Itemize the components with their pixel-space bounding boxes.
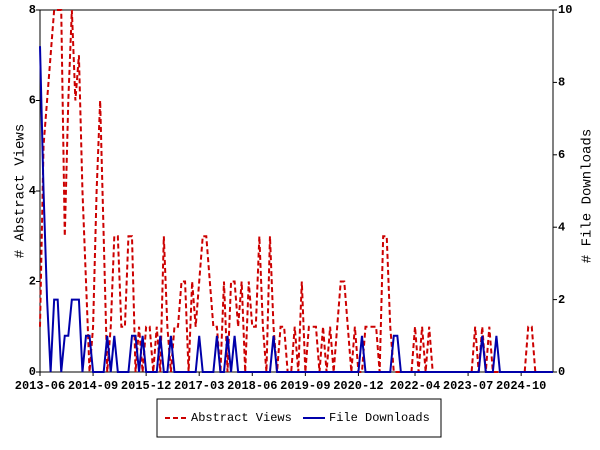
legend-label: File Downloads xyxy=(329,411,430,425)
legend-label: Abstract Views xyxy=(191,411,292,425)
x-tick-label: 2022-04 xyxy=(390,379,440,393)
y-tick-label: 2 xyxy=(29,275,36,289)
y-tick-label: 8 xyxy=(29,3,36,17)
y2-axis-label: # File Downloads xyxy=(580,129,596,263)
x-tick-label: 2018-06 xyxy=(227,379,277,393)
series-line xyxy=(39,9,553,373)
y-tick-label: 6 xyxy=(29,94,36,108)
x-tick-label: 2020-12 xyxy=(333,379,383,393)
x-tick-label: 2024-10 xyxy=(496,379,546,393)
x-tick-label: 2015-12 xyxy=(121,379,171,393)
y2-tick-label: 8 xyxy=(558,76,565,90)
y2-tick-label: 4 xyxy=(558,220,565,234)
x-tick-label: 2013-06 xyxy=(15,379,65,393)
x-tick-label: 2014-09 xyxy=(68,379,118,393)
plot-frame xyxy=(39,9,554,373)
y2-tick-label: 6 xyxy=(558,148,565,162)
y-axis-label: # Abstract Views xyxy=(13,124,29,258)
legend-box xyxy=(156,398,442,438)
x-tick-label: 2019-09 xyxy=(280,379,330,393)
y2-tick-label: 10 xyxy=(558,3,572,17)
series-line xyxy=(39,46,553,373)
x-tick-label: 2023-07 xyxy=(443,379,493,393)
y-tick-label: 0 xyxy=(29,365,36,379)
y2-tick-label: 2 xyxy=(558,293,565,307)
y2-tick-label: 0 xyxy=(558,365,565,379)
x-tick-label: 2017-03 xyxy=(174,379,224,393)
y-tick-label: 4 xyxy=(29,184,36,198)
